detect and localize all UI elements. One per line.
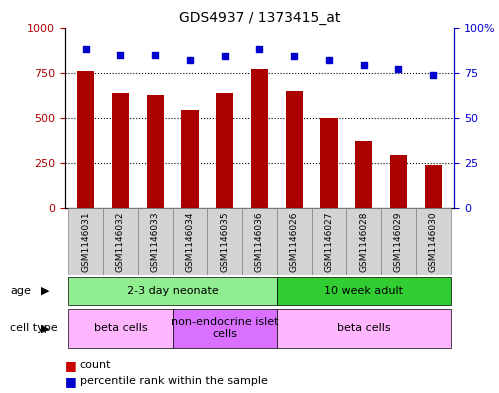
- Title: GDS4937 / 1373415_at: GDS4937 / 1373415_at: [179, 11, 340, 25]
- Text: ▶: ▶: [40, 323, 49, 333]
- Text: GSM1146030: GSM1146030: [429, 212, 438, 272]
- Point: [395, 66, 403, 72]
- Bar: [208, 208, 242, 275]
- Text: GSM1146035: GSM1146035: [220, 212, 229, 272]
- Bar: [320, 118, 338, 208]
- Text: cell type: cell type: [10, 323, 57, 333]
- Bar: [216, 93, 234, 208]
- Bar: [425, 165, 442, 208]
- Point: [186, 57, 194, 63]
- Point: [325, 57, 333, 63]
- Text: beta cells: beta cells: [337, 323, 391, 333]
- Bar: [381, 208, 416, 275]
- Bar: [346, 208, 381, 275]
- Bar: [355, 141, 372, 208]
- Text: GSM1146031: GSM1146031: [81, 212, 90, 272]
- Text: ▶: ▶: [40, 286, 49, 296]
- FancyBboxPatch shape: [173, 309, 277, 348]
- Bar: [277, 208, 311, 275]
- FancyBboxPatch shape: [68, 277, 277, 305]
- Text: GSM1146026: GSM1146026: [290, 212, 299, 272]
- Text: beta cells: beta cells: [94, 323, 147, 333]
- Text: non-endocrine islet
cells: non-endocrine islet cells: [171, 318, 278, 339]
- Bar: [311, 208, 346, 275]
- Bar: [416, 208, 451, 275]
- Point: [429, 72, 437, 78]
- Text: ■: ■: [65, 375, 77, 388]
- Text: GSM1146036: GSM1146036: [255, 212, 264, 272]
- Bar: [242, 208, 277, 275]
- Bar: [103, 208, 138, 275]
- Text: 2-3 day neonate: 2-3 day neonate: [127, 286, 219, 296]
- Text: GSM1146032: GSM1146032: [116, 212, 125, 272]
- Bar: [147, 95, 164, 208]
- Bar: [285, 91, 303, 208]
- Point: [290, 53, 298, 60]
- Text: count: count: [80, 360, 111, 371]
- Bar: [112, 94, 129, 208]
- Bar: [390, 155, 407, 208]
- Point: [116, 51, 124, 58]
- Point: [82, 46, 90, 52]
- FancyBboxPatch shape: [277, 309, 451, 348]
- Text: age: age: [10, 286, 31, 296]
- Text: GSM1146033: GSM1146033: [151, 212, 160, 272]
- Text: 10 week adult: 10 week adult: [324, 286, 403, 296]
- Bar: [138, 208, 173, 275]
- Bar: [251, 69, 268, 208]
- Bar: [68, 208, 103, 275]
- FancyBboxPatch shape: [277, 277, 451, 305]
- Bar: [77, 71, 94, 208]
- Text: GSM1146034: GSM1146034: [186, 212, 195, 272]
- FancyBboxPatch shape: [68, 309, 173, 348]
- Text: ■: ■: [65, 359, 77, 372]
- Text: GSM1146027: GSM1146027: [324, 212, 333, 272]
- Bar: [181, 110, 199, 208]
- Text: GSM1146029: GSM1146029: [394, 212, 403, 272]
- Text: percentile rank within the sample: percentile rank within the sample: [80, 376, 268, 386]
- Point: [360, 62, 368, 69]
- Point: [221, 53, 229, 60]
- Point: [255, 46, 263, 52]
- Bar: [173, 208, 208, 275]
- Text: GSM1146028: GSM1146028: [359, 212, 368, 272]
- Point: [151, 51, 159, 58]
